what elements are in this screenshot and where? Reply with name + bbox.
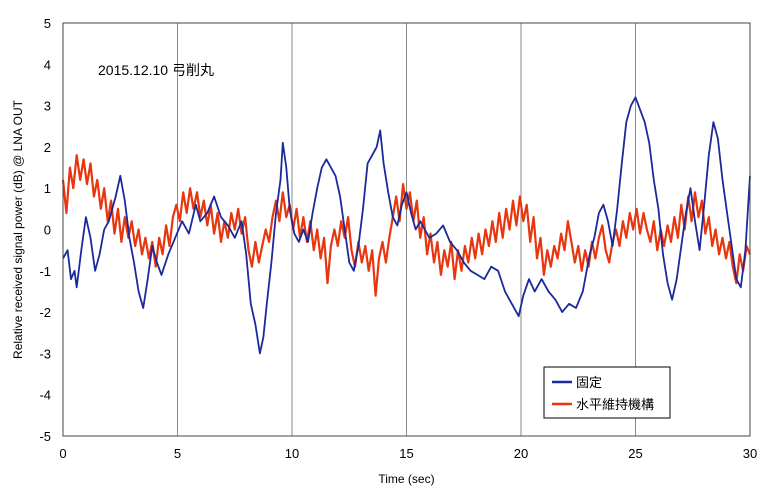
legend-label-fixed: 固定: [576, 375, 602, 390]
y-tick-label-3: -2: [39, 305, 51, 320]
y-tick-label-1: -4: [39, 388, 51, 403]
y-tick-labels: -5 -4 -3 -2 -1 0 1 2 3 4 5: [39, 16, 51, 444]
y-tick-label-10: 5: [44, 16, 51, 31]
x-tick-labels: 0 5 10 15 20 25 30: [59, 446, 757, 461]
x-tick-label-0: 0: [59, 446, 66, 461]
y-tick-label-2: -3: [39, 346, 51, 361]
y-tick-label-5: 0: [44, 223, 51, 238]
x-tick-label-3: 15: [399, 446, 413, 461]
x-axis-label: Time (sec): [378, 472, 434, 486]
x-tick-label-1: 5: [174, 446, 181, 461]
y-tick-label-6: 1: [44, 181, 51, 196]
legend: 固定 水平維持機構: [543, 366, 671, 419]
x-tick-label-4: 20: [514, 446, 528, 461]
y-axis-label: Relative received signal power (dB) @ LN…: [11, 99, 25, 359]
plot-frame: [62, 22, 751, 437]
y-tick-label-8: 3: [44, 99, 51, 114]
series-layer: [61, 96, 752, 355]
y-tick-label-0: -5: [39, 429, 51, 444]
series-line-fixed: [62, 96, 751, 355]
x-tick-label-5: 25: [628, 446, 642, 461]
x-tick-label-2: 10: [285, 446, 299, 461]
x-tick-label-6: 30: [743, 446, 757, 461]
y-tick-label-9: 4: [44, 57, 51, 72]
legend-label-stabilizer: 水平維持機構: [576, 397, 654, 412]
series-line-stabilizer: [61, 154, 752, 297]
legend-box: [543, 366, 671, 419]
y-tick-label-7: 2: [44, 140, 51, 155]
y-tick-label-4: -1: [39, 264, 51, 279]
chart-annotation: 2015.12.10 弓削丸: [98, 62, 214, 78]
grid-layer: [177, 23, 636, 436]
